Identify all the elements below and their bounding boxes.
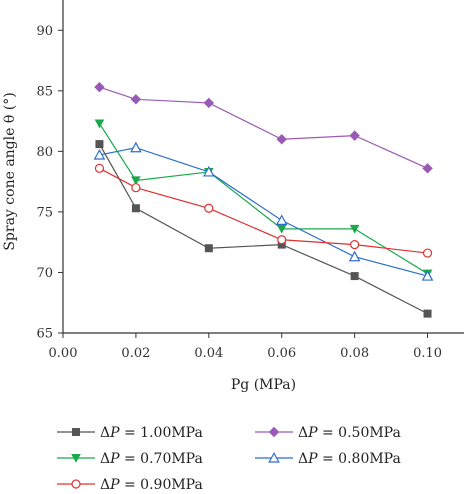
data-point bbox=[94, 81, 105, 93]
series-layer bbox=[93, 81, 434, 318]
data-point bbox=[348, 250, 361, 262]
legend-label: ΔP = 0.70MPa bbox=[100, 451, 203, 467]
legend-item: ΔP = 0.80MPa bbox=[255, 451, 401, 467]
series-line bbox=[99, 147, 428, 277]
series-0 bbox=[95, 140, 432, 318]
data-point bbox=[131, 176, 141, 186]
y-axis-title: Spray cone angle θ (°) bbox=[2, 92, 18, 250]
data-point bbox=[130, 141, 142, 153]
data-point bbox=[95, 140, 104, 149]
x-tick-label: 0.04 bbox=[194, 346, 223, 361]
legend-item: ΔP = 0.90MPa bbox=[57, 477, 203, 493]
legend-marker bbox=[268, 451, 280, 463]
y-tick-label: 85 bbox=[36, 84, 53, 99]
legend-label: ΔP = 0.80MPa bbox=[298, 451, 401, 467]
data-point bbox=[93, 148, 106, 160]
x-tick-label: 0.00 bbox=[49, 346, 78, 361]
legend-label: ΔP = 1.00MPa bbox=[100, 425, 203, 441]
legend-item: ΔP = 0.50MPa bbox=[255, 425, 401, 441]
data-point bbox=[350, 272, 359, 281]
data-point bbox=[131, 204, 140, 213]
legend: ΔP = 1.00MPa ΔP = 0.50MPa ΔP = 0.70MPa ΔP =… bbox=[57, 425, 401, 493]
legend-marker bbox=[71, 479, 81, 489]
data-point bbox=[131, 183, 141, 193]
series-1 bbox=[94, 81, 433, 174]
y-tick-label: 70 bbox=[36, 266, 53, 281]
data-point bbox=[276, 224, 287, 234]
data-point bbox=[423, 309, 432, 318]
data-point bbox=[203, 165, 215, 177]
data-point bbox=[422, 248, 433, 258]
series-3 bbox=[93, 141, 434, 281]
x-tick-label: 0.02 bbox=[121, 346, 150, 361]
legend-item: ΔP = 1.00MPa bbox=[57, 425, 203, 441]
legend-marker bbox=[71, 454, 81, 463]
data-point bbox=[204, 244, 213, 253]
legend-label: ΔP = 0.50MPa bbox=[298, 425, 401, 441]
plot-area bbox=[62, 0, 464, 334]
x-tick-label: 0.08 bbox=[340, 346, 369, 361]
series-4 bbox=[94, 163, 433, 258]
series-line bbox=[98, 143, 428, 315]
data-point bbox=[422, 163, 433, 174]
data-point bbox=[94, 119, 105, 129]
legend-item: ΔP = 0.70MPa bbox=[57, 451, 203, 467]
y-tick-label: 90 bbox=[36, 24, 53, 39]
data-point bbox=[277, 235, 287, 245]
y-tick-label: 80 bbox=[36, 145, 53, 160]
series-line bbox=[98, 123, 428, 275]
data-point bbox=[204, 203, 214, 213]
y-tick-label: 65 bbox=[36, 327, 53, 342]
y-tick-label: 75 bbox=[36, 205, 53, 220]
y-axis: 65 70 75 80 85 90 bbox=[36, 24, 63, 342]
data-point bbox=[203, 97, 215, 109]
data-point bbox=[276, 134, 287, 145]
data-point bbox=[349, 130, 360, 141]
series-line bbox=[99, 86, 428, 169]
legend-label: ΔP = 0.90MPa bbox=[100, 477, 203, 493]
x-axis: 0.00 0.02 0.04 0.06 0.08 0.10 bbox=[49, 333, 442, 361]
data-point bbox=[130, 94, 142, 105]
data-point bbox=[275, 214, 288, 225]
series-line bbox=[99, 167, 428, 254]
data-point bbox=[421, 270, 434, 281]
legend-marker bbox=[268, 426, 280, 438]
x-tick-label: 0.10 bbox=[413, 346, 442, 361]
data-point bbox=[277, 240, 286, 249]
legend-marker bbox=[72, 428, 80, 436]
series-2 bbox=[94, 119, 433, 279]
data-point bbox=[349, 224, 360, 234]
data-point bbox=[350, 240, 360, 250]
x-axis-title: Pg (MPa) bbox=[231, 377, 296, 393]
x-tick-label: 0.06 bbox=[267, 346, 296, 361]
data-point bbox=[94, 163, 105, 173]
